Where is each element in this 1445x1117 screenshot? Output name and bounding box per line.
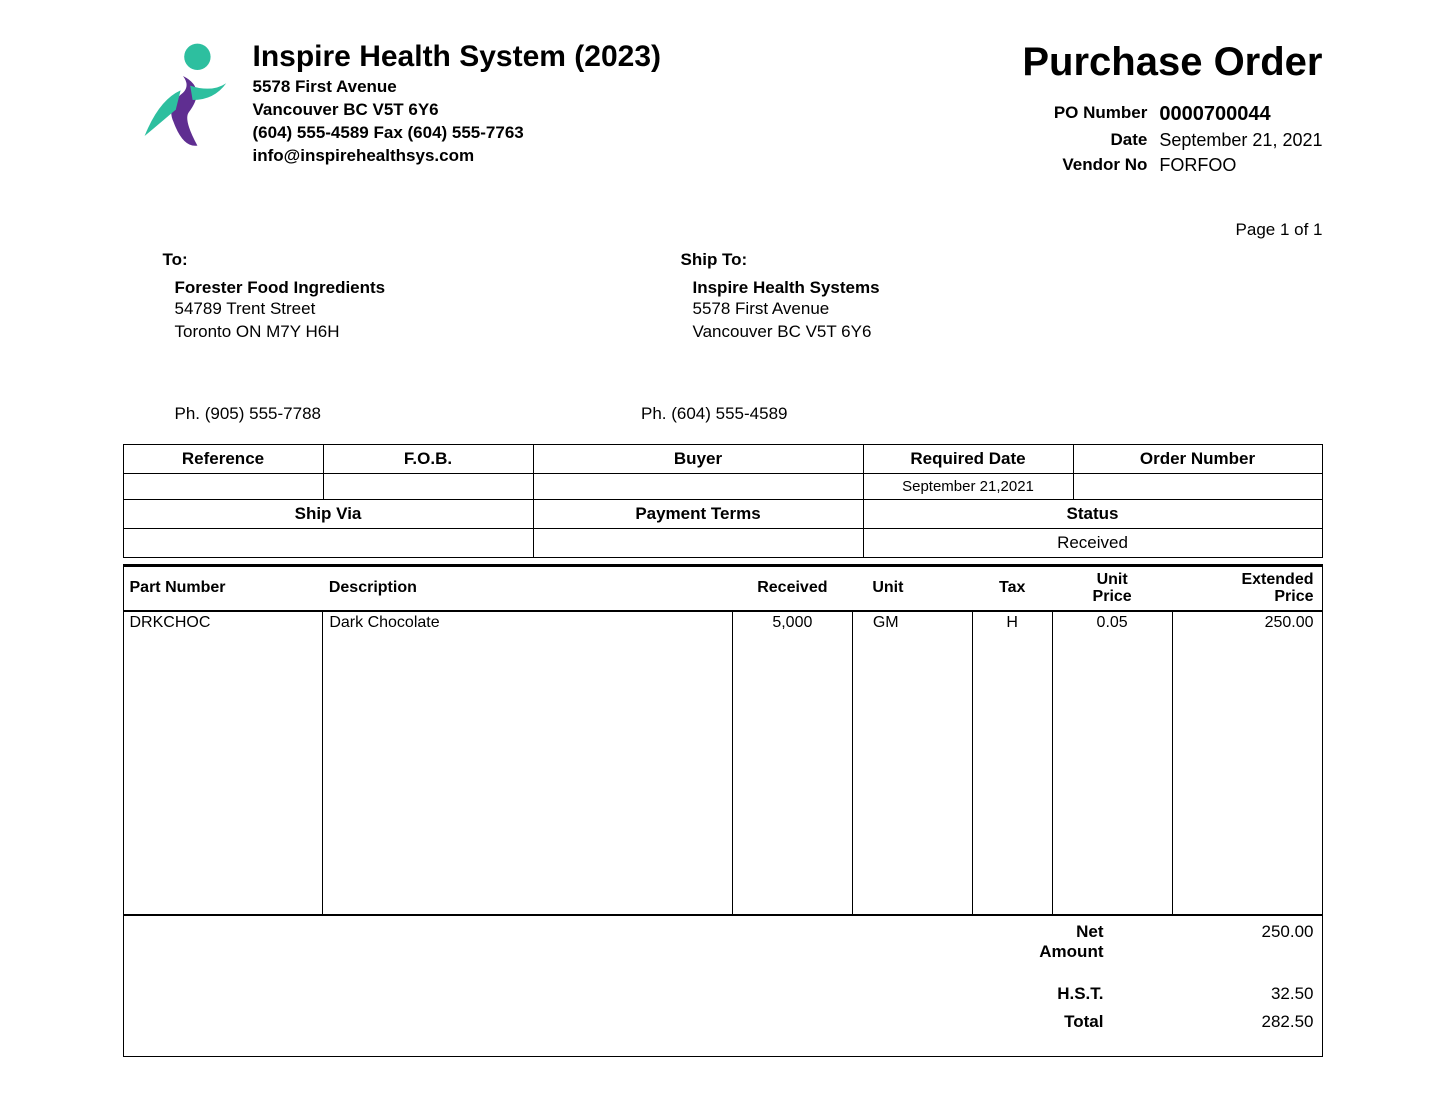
col-unit-header: Unit: [852, 565, 972, 611]
vendor-no-value: FORFOO: [1159, 155, 1236, 176]
required-date-header: Required Date: [863, 444, 1073, 473]
shipto-name: Inspire Health Systems: [693, 278, 1143, 298]
to-address: To: Forester Food Ingredients 54789 Tren…: [123, 250, 633, 344]
ship-via-header: Ship Via: [123, 499, 533, 528]
status-header: Status: [863, 499, 1322, 528]
col-unit-price-header: Unit Price: [1052, 565, 1172, 611]
total-value: 282.50: [1164, 1012, 1314, 1032]
col-received-header: Received: [732, 565, 852, 611]
address-section: To: Forester Food Ingredients 54789 Tren…: [123, 250, 1323, 344]
shipto-street: 5578 First Avenue: [693, 298, 1143, 321]
item-desc: Dark Chocolate: [323, 611, 733, 634]
col-part-header: Part Number: [123, 565, 323, 611]
company-name: Inspire Health System (2023): [253, 40, 1023, 74]
reference-header: Reference: [123, 444, 323, 473]
date-value: September 21, 2021: [1159, 130, 1322, 151]
items-spacer: [123, 634, 1322, 914]
unit-price-l2: Price: [1058, 588, 1166, 606]
unit-price-l1: Unit: [1058, 571, 1166, 589]
to-heading: To:: [163, 250, 633, 270]
total-label: Total: [1024, 1012, 1164, 1032]
to-street: 54789 Trent Street: [163, 298, 633, 321]
to-name: Forester Food Ingredients: [163, 278, 633, 298]
company-logo: [123, 40, 243, 160]
order-info-table: Reference F.O.B. Buyer Required Date Ord…: [123, 444, 1323, 558]
payment-terms-value: [533, 528, 863, 557]
hst-label: H.S.T.: [1024, 984, 1164, 1004]
po-number-value: 0000700044: [1159, 103, 1270, 126]
company-info: Inspire Health System (2023) 5578 First …: [253, 40, 1023, 168]
buyer-header: Buyer: [533, 444, 863, 473]
required-date-value: September 21,2021: [863, 473, 1073, 499]
buyer-value: [533, 473, 863, 499]
shipto-address: Ship To: Inspire Health Systems 5578 Fir…: [633, 250, 1143, 344]
totals-section: Net Amount 250.00 H.S.T. 32.50 Total 282…: [123, 915, 1323, 1057]
hst-value: 32.50: [1164, 984, 1314, 1004]
item-unit: GM: [852, 611, 972, 634]
to-phone: Ph. (905) 555-7788: [123, 404, 322, 424]
net-amount-row: Net Amount 250.00: [124, 915, 1322, 966]
po-meta: PO Number 0000700044 Date September 21, …: [1049, 103, 1322, 180]
status-value: Received: [863, 528, 1322, 557]
hst-row: H.S.T. 32.50: [124, 980, 1322, 1008]
item-part: DRKCHOC: [123, 611, 323, 634]
order-number-value: [1073, 473, 1322, 499]
vendor-no-label: Vendor No: [1049, 155, 1159, 176]
bottom-spacer: [124, 1036, 1322, 1056]
order-number-header: Order Number: [1073, 444, 1322, 473]
item-unit-price: 0.05: [1052, 611, 1172, 634]
shipto-phone: Ph. (604) 555-4589: [321, 404, 788, 424]
fob-header: F.O.B.: [323, 444, 533, 473]
item-ext-price: 250.00: [1172, 611, 1322, 634]
fob-value: [323, 473, 533, 499]
purchase-order-page: Inspire Health System (2023) 5578 First …: [123, 40, 1323, 1057]
item-tax: H: [972, 611, 1052, 634]
ext-price-l2: Price: [1178, 588, 1313, 606]
header: Inspire Health System (2023) 5578 First …: [123, 40, 1323, 240]
total-row: Total 282.50: [124, 1008, 1322, 1036]
company-city: Vancouver BC V5T 6Y6: [253, 99, 1023, 122]
payment-terms-header: Payment Terms: [533, 499, 863, 528]
net-amount-label: Net Amount: [1024, 922, 1164, 962]
ext-price-l1: Extended: [1178, 571, 1313, 589]
document-header: Purchase Order PO Number 0000700044 Date…: [1022, 40, 1322, 240]
item-received: 5,000: [732, 611, 852, 634]
reference-value: [123, 473, 323, 499]
col-desc-header: Description: [323, 565, 733, 611]
phone-row: Ph. (905) 555-7788 Ph. (604) 555-4589: [123, 404, 1323, 424]
col-tax-header: Tax: [972, 565, 1052, 611]
ship-via-value: [123, 528, 533, 557]
page-indicator: Page 1 of 1: [1022, 220, 1322, 240]
line-items-table: Part Number Description Received Unit Ta…: [123, 564, 1323, 915]
col-ext-price-header: Extended Price: [1172, 565, 1322, 611]
shipto-city: Vancouver BC V5T 6Y6: [693, 321, 1143, 344]
line-item-row: DRKCHOC Dark Chocolate 5,000 GM H 0.05 2…: [123, 611, 1322, 634]
company-email: info@inspirehealthsys.com: [253, 145, 1023, 168]
net-amount-value: 250.00: [1164, 922, 1314, 962]
document-title: Purchase Order: [1022, 40, 1322, 85]
company-street: 5578 First Avenue: [253, 76, 1023, 99]
to-city: Toronto ON M7Y H6H: [163, 321, 633, 344]
po-number-label: PO Number: [1049, 103, 1159, 126]
company-phone: (604) 555-4589 Fax (604) 555-7763: [253, 122, 1023, 145]
shipto-heading: Ship To:: [681, 250, 1143, 270]
date-label: Date: [1049, 130, 1159, 151]
